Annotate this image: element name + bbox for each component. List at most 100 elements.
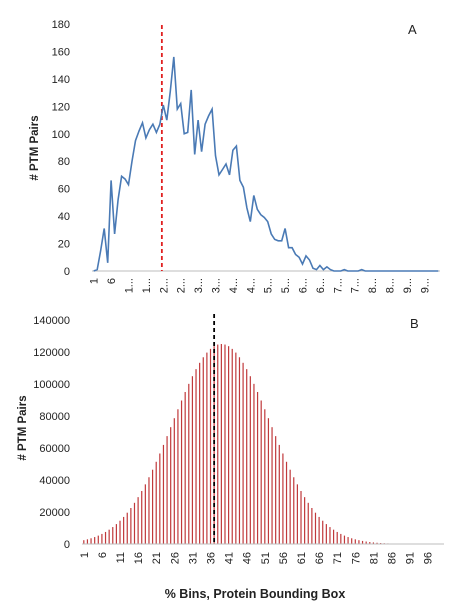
panel-b-x-tick-label: 36 [206, 552, 218, 564]
panel-b-label: B [410, 316, 419, 331]
panel-b-bar [184, 391, 186, 544]
panel-b-x-ticks: 1 6 11 16 21 26 31 36 41 46 51 56 61 66 71 76 81 86 91 96 [79, 552, 435, 564]
panel-a-x-ticks: 1 6 1... 1... 2... 2... 3... 3... 4... 4... 5... 5.… [89, 278, 432, 293]
panel-b-y-tick-label: 20000 [39, 507, 70, 519]
panel-b-x-tick-label: 51 [260, 552, 272, 564]
panel-a-y-tick-label: 100 [52, 129, 70, 141]
panel-b-y-tick-label: 40000 [39, 475, 70, 487]
panel-b-bar [285, 461, 288, 544]
panel-b-bar [137, 497, 139, 544]
panel-a-y-tick-label: 40 [58, 211, 70, 223]
panel-b-bar [166, 436, 168, 544]
panel-a-series-line [93, 56, 439, 272]
chart-panel-a: # PTM Pairs A 0 20 40 60 80 100 120 140 160 180 1… [29, 19, 440, 293]
panel-b-bar [249, 376, 251, 544]
panel-b-bar [220, 344, 222, 544]
panel-a-x-tick-label: 9... [419, 278, 431, 293]
panel-b-bar [369, 542, 371, 544]
panel-b-bar [191, 376, 194, 544]
panel-b-bar [101, 533, 103, 544]
panel-b-x-tick-label: 61 [296, 552, 308, 564]
panel-a-x-tick-label: 3... [193, 278, 205, 293]
panel-b-x-tick-label: 11 [115, 552, 127, 563]
panel-b-bar [177, 409, 179, 544]
panel-b-bar [351, 538, 353, 544]
panel-b-bar [293, 477, 295, 544]
panel-b-bar [365, 541, 367, 544]
panel-b-x-tick-label: 71 [332, 552, 344, 564]
panel-b-bar [256, 391, 259, 544]
panel-a-x-tick-label: 8... [367, 278, 379, 293]
panel-b-x-tick-label: 76 [350, 552, 362, 564]
panel-a-x-tick-label: 6 [106, 278, 118, 284]
panel-b-x-tick-label: 6 [97, 552, 109, 558]
panel-a-x-tick-label: 4... [245, 278, 257, 293]
panel-b-bar [238, 357, 241, 544]
panel-b-bar [340, 533, 342, 544]
panel-b-bar [300, 490, 302, 544]
panel-b-bar [199, 362, 201, 544]
panel-b-bar [202, 357, 204, 544]
panel-b-bar [314, 512, 317, 544]
panel-b-x-tick-label: 31 [187, 552, 199, 564]
panel-b-bar [372, 542, 375, 544]
panel-b-bar [119, 520, 121, 544]
panel-b-bar [94, 537, 96, 544]
panel-b-x-tick-label: 1 [79, 552, 91, 558]
panel-b-bar [329, 527, 331, 544]
panel-b-bar [347, 537, 349, 544]
panel-a-x-tick-label: 2... [158, 278, 170, 293]
panel-b-bar [260, 400, 262, 544]
panel-b-x-axis-label: % Bins, Protein Bounding Box [165, 587, 346, 601]
panel-a-x-tick-label: 1... [124, 278, 136, 293]
panel-b-bar [148, 477, 150, 544]
panel-b-y-tick-label: 140000 [33, 315, 70, 327]
panel-b-bar [325, 524, 327, 544]
panel-b-bar [130, 508, 132, 544]
panel-b-bar [224, 344, 226, 544]
panel-b-x-tick-label: 91 [405, 552, 417, 564]
panel-b-bar [246, 369, 248, 544]
panel-a-y-tick-label: 140 [52, 74, 70, 86]
panel-b-bar [90, 538, 92, 544]
panel-b-bar [97, 535, 99, 544]
panel-b-bar [253, 383, 255, 544]
panel-b-bar [311, 508, 313, 544]
panel-a-label: A [408, 22, 417, 37]
panel-b-bar [242, 362, 244, 544]
panel-b-bar [228, 346, 230, 544]
panel-b-bar [235, 352, 237, 544]
panel-b-bar [336, 531, 338, 544]
panel-b-bar [206, 352, 208, 544]
panel-b-bar [322, 520, 324, 544]
panel-b-bar [123, 516, 125, 544]
panel-b-x-tick-label: 86 [387, 552, 399, 564]
panel-b-x-tick-label: 26 [169, 552, 181, 564]
panel-a-y-tick-label: 180 [52, 19, 70, 31]
panel-b-y-tick-label: 120000 [33, 347, 70, 359]
panel-b-bar [278, 444, 280, 544]
panel-b-bar [83, 540, 85, 544]
panel-b-bar [162, 444, 165, 544]
panel-b-bar [126, 512, 128, 544]
panel-a-y-tick-label: 80 [58, 156, 70, 168]
panel-a-y-tick-label: 0 [64, 266, 70, 278]
panel-b-bar [159, 453, 161, 544]
panel-b-x-tick-label: 46 [242, 552, 254, 564]
panel-b-bar [358, 540, 360, 544]
panel-b-bar [307, 502, 309, 544]
panel-b-bar [343, 535, 346, 544]
panel-b-bars [83, 344, 396, 544]
panel-b-x-tick-label: 56 [278, 552, 290, 564]
panel-b-bar [86, 539, 89, 544]
panel-b-y-tick-label: 100000 [33, 379, 70, 391]
panel-b-bar [318, 516, 320, 544]
panel-b-bar [173, 418, 175, 544]
panel-b-bar [231, 348, 233, 544]
panel-b-y-tick-label: 80000 [39, 411, 70, 423]
panel-a-x-tick-label: 7... [332, 278, 344, 293]
panel-a-x-tick-label: 5... [263, 278, 275, 293]
panel-b-x-tick-label: 66 [314, 552, 326, 564]
panel-b-bar [354, 539, 356, 544]
